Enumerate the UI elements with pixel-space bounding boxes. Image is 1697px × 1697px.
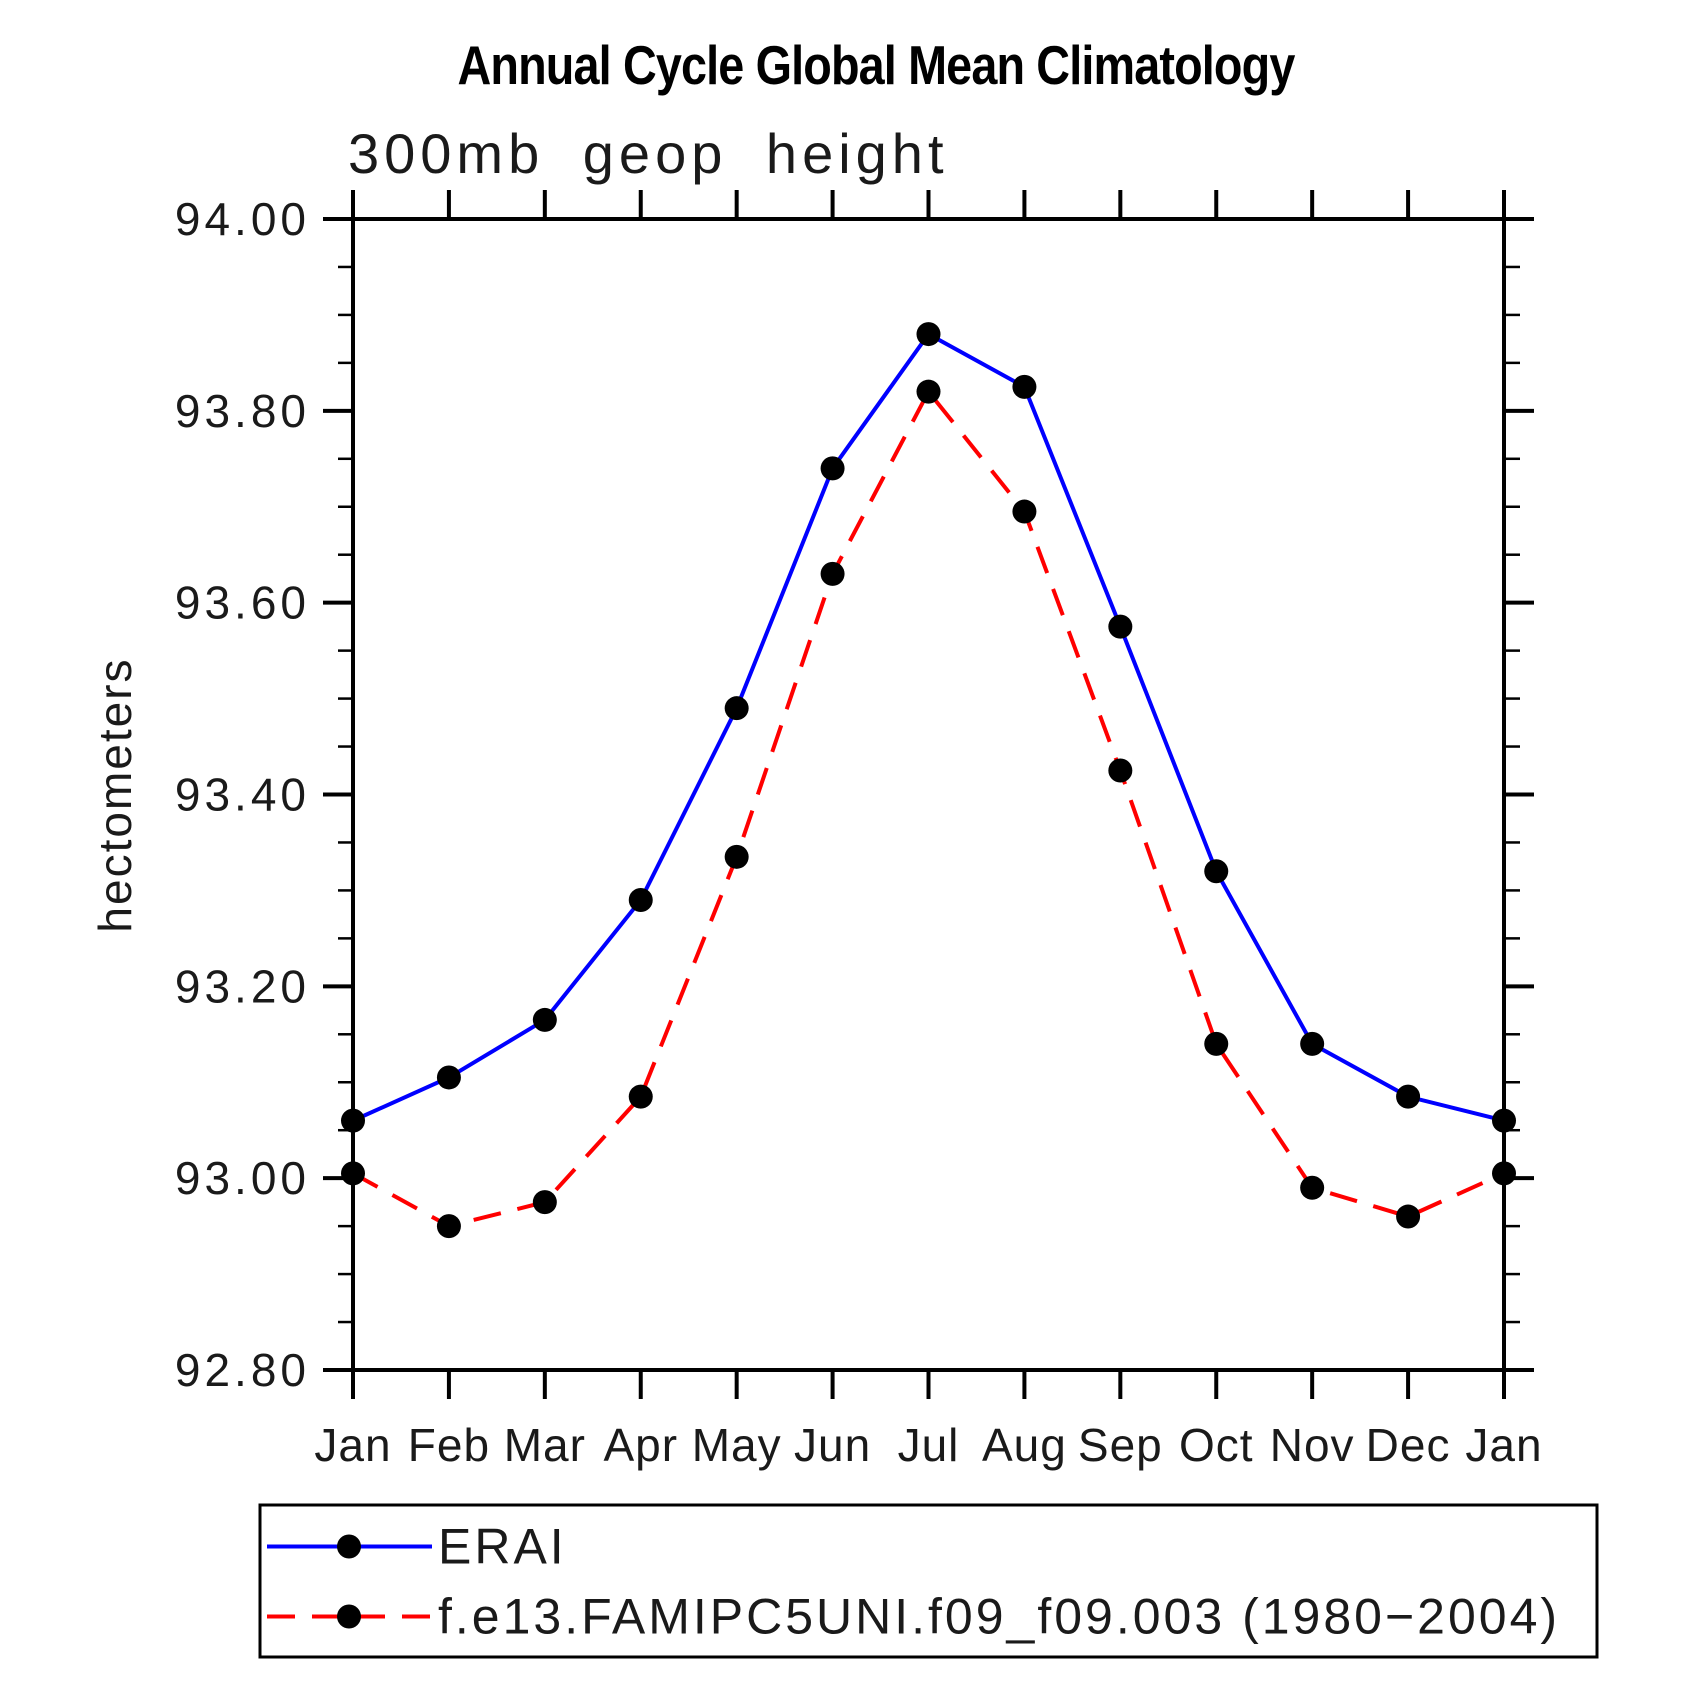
x-tick-label: Sep <box>1078 1419 1163 1471</box>
x-tick-label: Apr <box>603 1419 678 1471</box>
model-line <box>352 388 1505 1229</box>
model-data-point-marker <box>724 844 749 869</box>
erai-data-point-marker <box>1108 614 1133 639</box>
model-data-point-marker <box>1300 1175 1325 1200</box>
legend-label-erai: ERAI <box>438 1519 567 1575</box>
x-tick-label: Feb <box>408 1419 490 1471</box>
y-tick-label: 94.00 <box>175 193 310 245</box>
x-tick-label: Oct <box>1179 1419 1254 1471</box>
erai-data-point-marker <box>532 1007 557 1032</box>
x-tick-label: Dec <box>1366 1419 1451 1471</box>
erai-data-point-marker <box>1012 374 1037 399</box>
model-data-point-marker <box>916 379 941 404</box>
x-tick-label: Jan <box>1465 1419 1542 1471</box>
erai-data-point-marker <box>916 322 941 347</box>
legend-box <box>258 1503 1599 1659</box>
y-tick-label: 93.40 <box>175 769 310 821</box>
model-data-point-marker <box>436 1214 461 1239</box>
erai-data-point-marker <box>820 456 845 481</box>
erai-data-point-marker <box>341 1108 365 1133</box>
model-data-point-marker <box>1012 499 1037 524</box>
legend-label-model: f.e13.FAMIPC5UNI.f09_f09.003 (1980−2004) <box>438 1589 1560 1645</box>
erai-line <box>352 331 1505 1123</box>
legend-marker <box>337 1534 361 1559</box>
x-tick-label: Jun <box>794 1419 871 1471</box>
model-data-point-marker <box>628 1084 653 1109</box>
erai-data-point-marker <box>1204 859 1229 884</box>
erai-data-point-marker <box>436 1065 461 1090</box>
x-tick-label: May <box>692 1419 782 1471</box>
legend-marker <box>337 1604 361 1629</box>
chart-subtitle: 300mb geop height <box>348 122 949 185</box>
chart-title: Annual Cycle Global Mean Climatology <box>457 34 1295 96</box>
y-tick-label: 93.20 <box>175 960 310 1012</box>
y-tick-label: 93.60 <box>175 577 310 629</box>
model-data-point-marker <box>341 1161 365 1186</box>
erai-data-point-marker <box>1300 1031 1325 1056</box>
erai-data-point-marker <box>628 888 653 913</box>
model-data-point-marker <box>1396 1204 1421 1229</box>
y-tick-label: 93.00 <box>175 1152 310 1204</box>
x-tick-label: Mar <box>504 1419 586 1471</box>
y-tick-label: 92.80 <box>175 1344 310 1396</box>
x-tick-label: Aug <box>982 1419 1067 1471</box>
model-data-point-marker <box>1108 758 1133 783</box>
model-data-point-marker <box>820 561 845 586</box>
erai-data-point-marker <box>1396 1084 1421 1109</box>
model-data-point-marker <box>1492 1161 1516 1186</box>
x-tick-label: Jan <box>314 1419 391 1471</box>
x-tick-label: Nov <box>1270 1419 1355 1471</box>
model-data-point-marker <box>1204 1031 1229 1056</box>
erai-data-point-marker <box>724 696 749 721</box>
erai-data-point-marker <box>1492 1108 1516 1133</box>
x-tick-label: Jul <box>898 1419 960 1471</box>
model-data-point-marker <box>532 1190 557 1215</box>
y-tick-label: 93.80 <box>175 385 310 437</box>
